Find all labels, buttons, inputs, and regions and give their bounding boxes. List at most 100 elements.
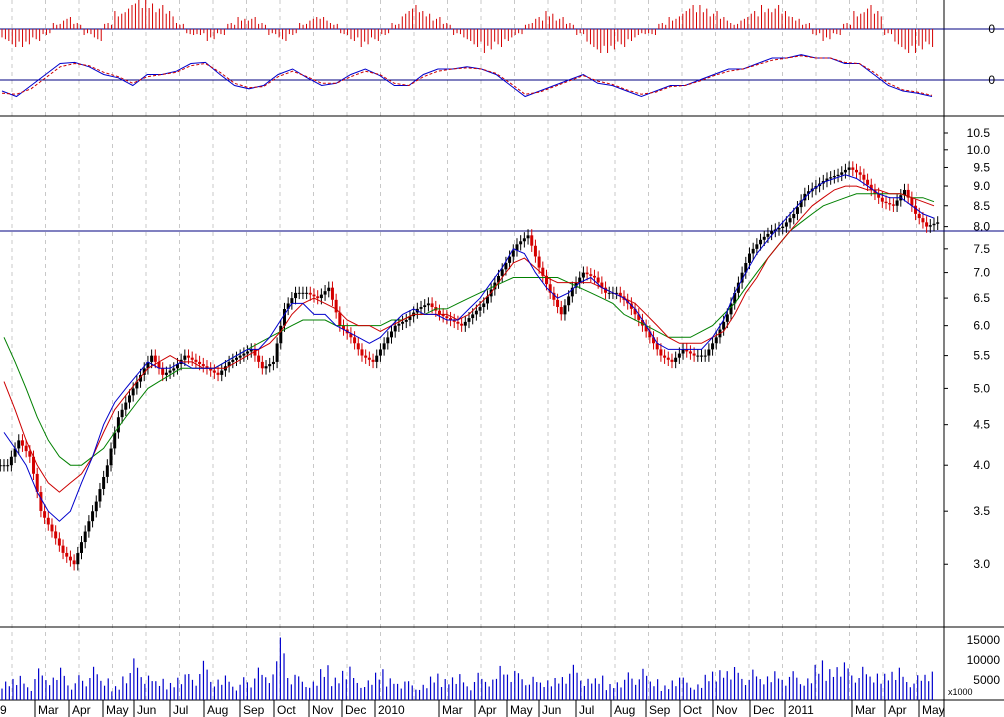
candle-up (747, 253, 751, 263)
candle-down (644, 325, 648, 332)
candle-up (840, 172, 844, 175)
candle-up (404, 319, 408, 322)
candle-up (677, 353, 681, 358)
candle-up (150, 355, 154, 362)
candle-down (316, 296, 320, 299)
time-axis-label: Jul (173, 703, 188, 717)
osc-axis-label: 0 (988, 73, 995, 87)
candle-up (109, 448, 113, 466)
candle-down (253, 349, 257, 356)
candle-down (216, 372, 220, 375)
candle-up (807, 191, 811, 194)
candle-down (869, 184, 873, 190)
candle-up (9, 456, 13, 466)
candle-up (327, 287, 331, 292)
candle-up (829, 177, 833, 179)
candle-down (43, 511, 47, 518)
candle-up (497, 275, 501, 283)
oscillator-signal-line (1, 55, 933, 96)
candle-down (925, 222, 929, 227)
candle-down (596, 277, 600, 283)
candle-down (545, 275, 548, 285)
candle-down (921, 218, 925, 223)
price-tick-label: 8.0 (973, 220, 990, 234)
candle-up (474, 310, 478, 315)
candle-up (696, 355, 700, 357)
candle-up (423, 305, 427, 308)
candle-down (618, 292, 622, 297)
candle-up (714, 337, 718, 344)
candle-up (390, 331, 393, 338)
candle-up (246, 351, 250, 354)
candle-up (13, 448, 17, 457)
price-tick-label: 9.0 (973, 179, 990, 193)
candle-up (519, 241, 523, 245)
candle-down (32, 456, 36, 474)
candle-up (168, 370, 172, 373)
candle-up (146, 361, 150, 369)
candle-down (338, 312, 342, 326)
candle-up (522, 238, 526, 242)
price-tick-label: 4.0 (973, 458, 990, 472)
candle-up (729, 303, 733, 315)
candle-up (242, 353, 246, 356)
candle-down (356, 343, 360, 350)
price-tick-label: 3.0 (973, 557, 990, 571)
candle-down (371, 359, 375, 362)
candle-up (175, 364, 179, 369)
price-tick-label: 5.0 (973, 381, 990, 395)
time-axis-label: Mar (38, 703, 59, 717)
candle-up (751, 248, 755, 254)
candle-down (445, 316, 449, 319)
candle-down (877, 193, 881, 198)
candle-up (120, 409, 124, 418)
time-axis-label: 2011 (788, 703, 814, 717)
candle-up (781, 226, 785, 229)
candle-down (692, 353, 696, 356)
candle-up (319, 294, 323, 299)
candle-down (548, 284, 552, 293)
candle-up (788, 218, 792, 223)
price-panel (0, 161, 1004, 571)
time-axis-label: Oct (277, 703, 296, 717)
oscillator-main-line (1, 54, 933, 98)
candle-down (652, 337, 656, 344)
candle-up (567, 296, 571, 306)
price-tick-label: 7.5 (973, 242, 990, 256)
candle-down (441, 314, 445, 317)
candle-down (364, 355, 368, 358)
candle-down (194, 359, 198, 362)
time-axis-label: Aug (207, 703, 228, 717)
candle-down (604, 287, 608, 293)
candle-down (559, 307, 563, 315)
candle-down (212, 370, 216, 373)
candle-up (282, 309, 286, 326)
candle-down (161, 368, 165, 375)
time-axis-label: Apr (478, 703, 497, 717)
candle-up (766, 233, 770, 237)
time-axis-label: Apr (72, 703, 91, 717)
candle-up (76, 553, 80, 565)
candle-down (866, 179, 870, 185)
time-axis-label: May (922, 703, 945, 717)
time-axis-label: Apr (888, 703, 907, 717)
candle-up (563, 305, 567, 315)
candle-up (615, 292, 619, 294)
candle-up (711, 343, 715, 350)
candle-down (666, 357, 670, 360)
candle-down (917, 213, 921, 219)
candle-down (648, 331, 652, 338)
price-tick-label: 10.0 (967, 143, 991, 157)
candle-down (858, 172, 862, 175)
candle-up (478, 307, 482, 311)
candle-up (91, 511, 95, 522)
price-tick-label: 7.0 (973, 266, 990, 280)
candle-up (504, 262, 508, 270)
candle-up (928, 225, 932, 227)
moving-average-fast (3, 174, 935, 522)
time-axis-label: May (510, 703, 533, 717)
candle-up (172, 368, 176, 371)
candle-down (46, 517, 50, 525)
candle-up (83, 531, 87, 543)
